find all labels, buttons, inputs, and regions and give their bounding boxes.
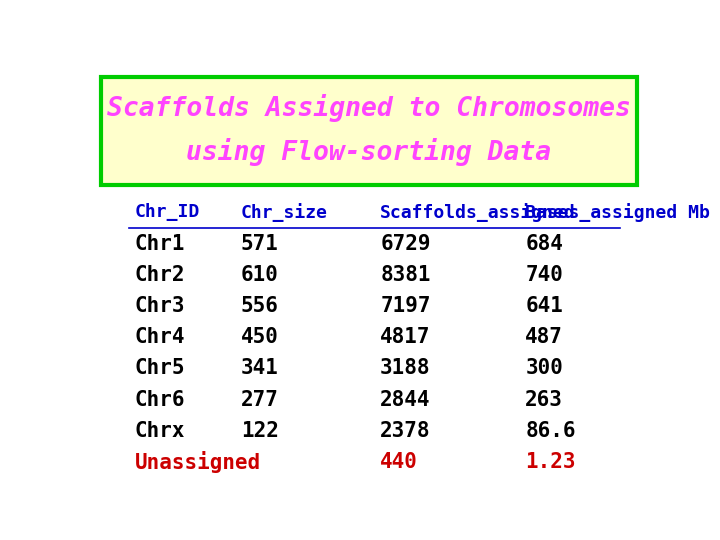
Text: 3188: 3188 <box>380 359 431 379</box>
Text: 8381: 8381 <box>380 265 431 285</box>
Text: 277: 277 <box>240 389 279 409</box>
Text: Scaffolds_assigned: Scaffolds_assigned <box>380 203 576 222</box>
Text: Scaffolds Assigned to Chromosomes: Scaffolds Assigned to Chromosomes <box>107 94 631 123</box>
Text: Chr4: Chr4 <box>135 327 185 347</box>
Text: 4817: 4817 <box>380 327 431 347</box>
Text: 487: 487 <box>526 327 563 347</box>
Text: 1.23: 1.23 <box>526 452 576 472</box>
Text: Chr1: Chr1 <box>135 234 185 254</box>
Text: 341: 341 <box>240 359 279 379</box>
Text: 610: 610 <box>240 265 279 285</box>
Text: Chr6: Chr6 <box>135 389 185 409</box>
Text: Chr2: Chr2 <box>135 265 185 285</box>
Text: 571: 571 <box>240 234 279 254</box>
Text: 6729: 6729 <box>380 234 431 254</box>
Text: Chr_ID: Chr_ID <box>135 204 200 221</box>
Text: 450: 450 <box>240 327 279 347</box>
Text: Chr3: Chr3 <box>135 296 185 316</box>
Text: 300: 300 <box>526 359 563 379</box>
Text: 2844: 2844 <box>380 389 431 409</box>
Text: 641: 641 <box>526 296 563 316</box>
Text: 740: 740 <box>526 265 563 285</box>
Text: using Flow-sorting Data: using Flow-sorting Data <box>186 138 552 166</box>
Text: Bases_assigned Mb: Bases_assigned Mb <box>526 203 710 222</box>
Text: 2378: 2378 <box>380 421 431 441</box>
Text: 122: 122 <box>240 421 279 441</box>
Text: Chr5: Chr5 <box>135 359 185 379</box>
Text: Chrx: Chrx <box>135 421 185 441</box>
Text: 7197: 7197 <box>380 296 431 316</box>
Text: 263: 263 <box>526 389 563 409</box>
Text: Unassigned: Unassigned <box>135 451 261 473</box>
FancyBboxPatch shape <box>101 77 637 185</box>
Text: 684: 684 <box>526 234 563 254</box>
Text: 440: 440 <box>380 452 418 472</box>
Text: Chr_size: Chr_size <box>240 203 328 222</box>
Text: 86.6: 86.6 <box>526 421 576 441</box>
Text: 556: 556 <box>240 296 279 316</box>
